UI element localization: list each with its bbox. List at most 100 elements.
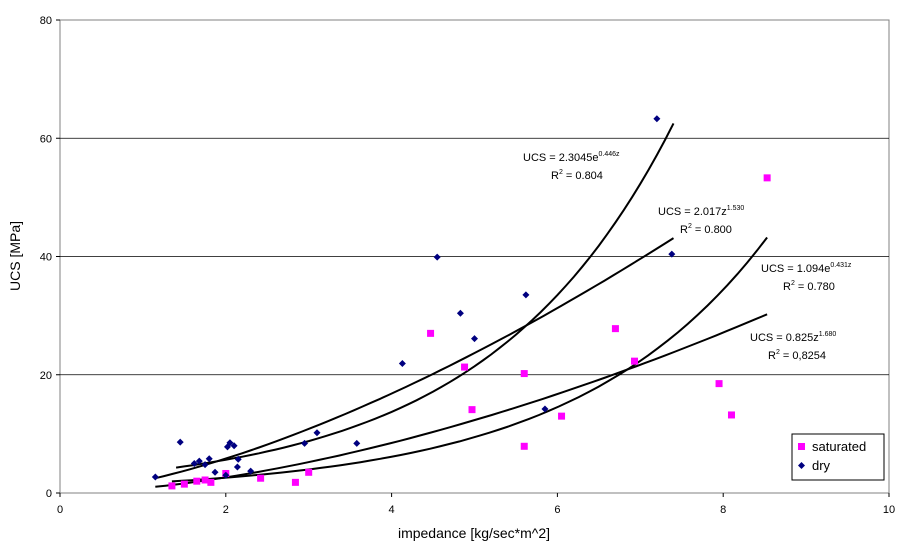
point-dry-10 bbox=[226, 439, 234, 447]
trend-lines bbox=[155, 122, 768, 488]
point-saturated-18 bbox=[715, 380, 723, 388]
point-dry-5 bbox=[201, 461, 209, 469]
x-tick-label-10: 10 bbox=[883, 504, 895, 516]
grid-lines bbox=[60, 137, 889, 376]
point-dry-24 bbox=[653, 115, 661, 123]
fit-4-equation: UCS = 0.825z bbox=[750, 332, 819, 344]
point-saturated-9 bbox=[305, 468, 313, 476]
point-dry-17 bbox=[353, 439, 361, 447]
x-tick-label-0: 0 bbox=[57, 504, 63, 516]
fit-4-r-sup: 2 bbox=[776, 349, 780, 356]
point-saturated-4 bbox=[201, 476, 209, 484]
svg-text:UCS = 0.825z1.680: UCS = 0.825z1.680 bbox=[750, 331, 836, 344]
point-saturated-2 bbox=[180, 480, 188, 488]
svg-text:R2 = 0.804: R2 = 0.804 bbox=[551, 169, 603, 182]
x-tick-label-2: 2 bbox=[223, 504, 229, 516]
legend-label-dry: dry bbox=[812, 458, 831, 473]
fit-1-r-label: R bbox=[551, 170, 559, 182]
point-saturated-13 bbox=[520, 442, 528, 450]
point-dry-11 bbox=[230, 442, 238, 450]
point-dry-1 bbox=[151, 473, 159, 481]
x-tick-label-6: 6 bbox=[554, 504, 560, 516]
point-dry-19 bbox=[433, 253, 441, 261]
fit-3-r-value: = 0.780 bbox=[795, 281, 835, 293]
y-tick-label-20: 20 bbox=[40, 370, 52, 382]
point-saturated-3 bbox=[193, 477, 201, 485]
fit-4-r-value: = 0,8254 bbox=[780, 350, 826, 362]
fit-1-exponent: 0.446z bbox=[599, 151, 621, 158]
point-dry-12 bbox=[233, 463, 241, 471]
fit-3-exponent: 0.431z bbox=[830, 262, 852, 269]
fit-1-r-sup: 2 bbox=[559, 169, 563, 176]
point-saturated-17 bbox=[630, 357, 638, 365]
fit-2-equation: UCS = 2.017z bbox=[658, 206, 727, 218]
point-dry-18 bbox=[398, 360, 406, 368]
fit-2-exponent: 1.530 bbox=[727, 205, 745, 212]
y-tick-label-60: 60 bbox=[40, 133, 52, 145]
trend-line-2 bbox=[155, 237, 675, 480]
point-dry-16 bbox=[313, 429, 321, 437]
x-tick-label-8: 8 bbox=[720, 504, 726, 516]
x-tick-label-4: 4 bbox=[389, 504, 395, 516]
legend-marker-dry bbox=[798, 462, 805, 469]
fit-4-exponent: 1.680 bbox=[819, 331, 837, 338]
annotation-fit-2: UCS = 2.017z1.530 R2 = 0.800 bbox=[658, 205, 744, 236]
point-dry-6 bbox=[205, 455, 213, 463]
fit-3-r-label: R bbox=[783, 281, 791, 293]
point-dry-13 bbox=[234, 455, 242, 463]
svg-text:R2 = 0.800: R2 = 0.800 bbox=[680, 223, 732, 236]
legend-marker-saturated bbox=[798, 443, 805, 450]
legend-box bbox=[791, 433, 885, 481]
fit-2-r-value: = 0.800 bbox=[692, 224, 732, 236]
fit-2-r-sup: 2 bbox=[688, 223, 692, 230]
point-saturated-5 bbox=[207, 478, 215, 486]
point-saturated-1 bbox=[168, 482, 176, 490]
point-saturated-10 bbox=[427, 329, 435, 337]
legend: saturated dry bbox=[791, 433, 885, 481]
svg-text:R2 = 0.780: R2 = 0.780 bbox=[783, 280, 835, 293]
point-dry-14 bbox=[247, 467, 255, 475]
svg-text:UCS = 1.094e0.431z: UCS = 1.094e0.431z bbox=[761, 262, 852, 275]
svg-text:R2 = 0,8254: R2 = 0,8254 bbox=[768, 349, 826, 362]
y-tick-label-40: 40 bbox=[40, 252, 52, 264]
y-axis-ticks: 0 20 40 60 80 bbox=[40, 15, 60, 500]
fit-2-r-label: R bbox=[680, 224, 688, 236]
y-tick-label-0: 0 bbox=[46, 488, 52, 500]
point-saturated-20 bbox=[763, 174, 771, 182]
point-saturated-16 bbox=[611, 325, 619, 333]
point-saturated-12 bbox=[468, 406, 476, 414]
fit-1-r-value: = 0.804 bbox=[563, 170, 603, 182]
trend-line-1 bbox=[175, 122, 675, 469]
fit-4-r-label: R bbox=[768, 350, 776, 362]
point-saturated-15 bbox=[558, 412, 566, 420]
point-dry-15 bbox=[301, 439, 309, 447]
point-dry-22 bbox=[522, 291, 530, 299]
annotation-fit-1: UCS = 2.3045e0.446z R2 = 0.804 bbox=[523, 151, 620, 182]
y-tick-label-80: 80 bbox=[40, 15, 52, 27]
svg-text:UCS = 2.017z1.530: UCS = 2.017z1.530 bbox=[658, 205, 744, 218]
x-axis-ticks: 0 2 4 6 8 10 bbox=[57, 493, 895, 516]
point-dry-21 bbox=[471, 335, 478, 343]
point-dry-2 bbox=[176, 438, 184, 446]
x-axis-title: impedance [kg/sec*m^2] bbox=[398, 525, 550, 541]
point-saturated-14 bbox=[520, 370, 528, 378]
point-dry-25 bbox=[668, 250, 676, 258]
point-saturated-7 bbox=[257, 474, 265, 482]
trend-line-3 bbox=[171, 236, 768, 483]
point-saturated-8 bbox=[291, 478, 299, 486]
point-dry-7 bbox=[211, 468, 219, 476]
fit-3-r-sup: 2 bbox=[791, 280, 795, 287]
point-saturated-11 bbox=[461, 363, 469, 371]
point-dry-3 bbox=[190, 459, 198, 467]
point-dry-4 bbox=[195, 457, 203, 465]
annotation-fit-3: UCS = 1.094e0.431z R2 = 0.780 bbox=[761, 262, 852, 293]
legend-label-saturated: saturated bbox=[812, 439, 866, 454]
point-saturated-19 bbox=[727, 411, 735, 419]
svg-text:UCS = 2.3045e0.446z: UCS = 2.3045e0.446z bbox=[523, 151, 620, 164]
annotation-fit-4: UCS = 0.825z1.680 R2 = 0,8254 bbox=[750, 331, 836, 362]
point-dry-20 bbox=[456, 309, 464, 317]
fit-3-equation: UCS = 1.094e bbox=[761, 263, 830, 275]
data-points bbox=[151, 115, 771, 490]
point-dry-8 bbox=[222, 471, 230, 479]
